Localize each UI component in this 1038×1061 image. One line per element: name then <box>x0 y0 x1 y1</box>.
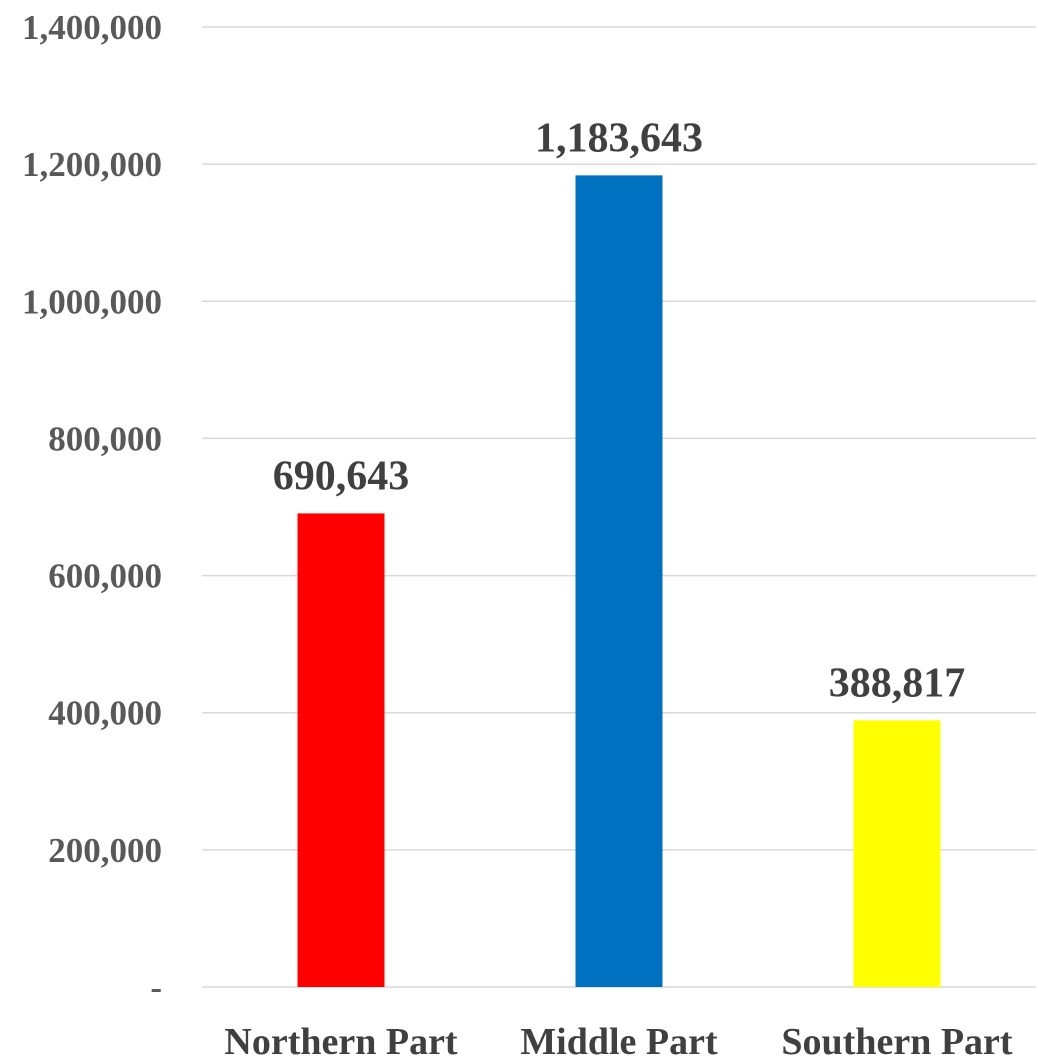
bars <box>297 175 941 988</box>
bar-northern-part <box>297 513 385 987</box>
y-tick-label: 1,000,000 <box>22 282 162 321</box>
x-category-label: Middle Part <box>520 1021 718 1061</box>
x-category-label: Northern Part <box>224 1021 458 1061</box>
y-tick-label: - <box>150 968 162 1007</box>
data-label: 690,643 <box>273 453 410 499</box>
y-tick-label: 400,000 <box>48 694 162 733</box>
data-label: 1,183,643 <box>535 115 703 161</box>
y-tick-label: 800,000 <box>48 419 162 458</box>
x-axis-category-labels: Northern Part Middle Part Southern Part <box>224 1021 1013 1061</box>
y-axis-tick-labels: - 200,000 400,000 600,000 800,000 1,000,000 1,… <box>22 8 162 1007</box>
y-tick-label: 1,400,000 <box>22 8 162 47</box>
data-label: 388,817 <box>829 660 966 706</box>
bar-middle-part <box>575 175 663 988</box>
bar-southern-part <box>853 720 941 987</box>
y-tick-label: 1,200,000 <box>22 145 162 184</box>
y-tick-label: 600,000 <box>48 557 162 596</box>
x-category-label: Southern Part <box>781 1021 1013 1061</box>
data-labels: 690,643 1,183,643 388,817 <box>273 115 966 706</box>
y-tick-label: 200,000 <box>48 831 162 870</box>
